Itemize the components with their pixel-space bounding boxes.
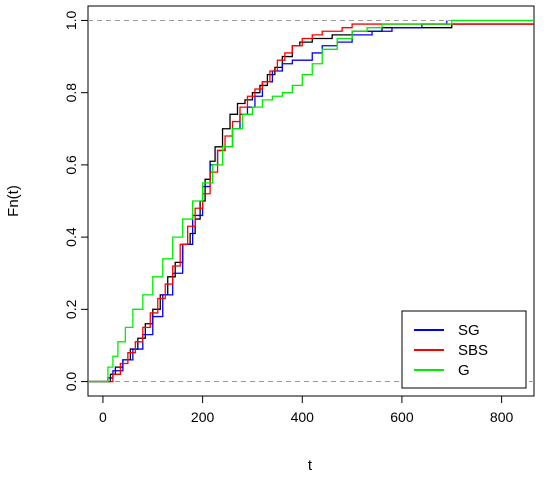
y-tick-label: 0.4 xyxy=(63,227,79,247)
x-tick-label: 200 xyxy=(191,409,215,425)
legend-label-sg: SG xyxy=(458,322,480,339)
y-tick-label: 0.2 xyxy=(63,299,79,319)
x-tick-label: 600 xyxy=(390,409,414,425)
legend-label-sbs: SBS xyxy=(458,342,488,359)
series-g-line xyxy=(88,19,534,383)
y-axis-title: Fn(t) xyxy=(5,185,22,217)
y-axis: 0.0 0.2 0.4 0.6 0.8 1.0 xyxy=(63,11,88,392)
legend: SG SBS G xyxy=(401,310,527,389)
plot-frame xyxy=(87,5,535,397)
x-tick-label: 800 xyxy=(490,409,514,425)
legend-label-g: G xyxy=(458,362,470,379)
y-tick-label: 1.0 xyxy=(63,11,79,31)
y-tick-label: 0.0 xyxy=(63,372,79,392)
y-tick-label: 0.8 xyxy=(63,83,79,103)
x-tick-label: 400 xyxy=(291,409,315,425)
series-layer xyxy=(88,19,534,383)
x-axis: 0 200 400 600 800 xyxy=(99,396,514,425)
x-tick-label: 0 xyxy=(99,409,107,425)
x-axis-title: t xyxy=(308,457,313,474)
y-tick-label: 0.6 xyxy=(63,155,79,175)
